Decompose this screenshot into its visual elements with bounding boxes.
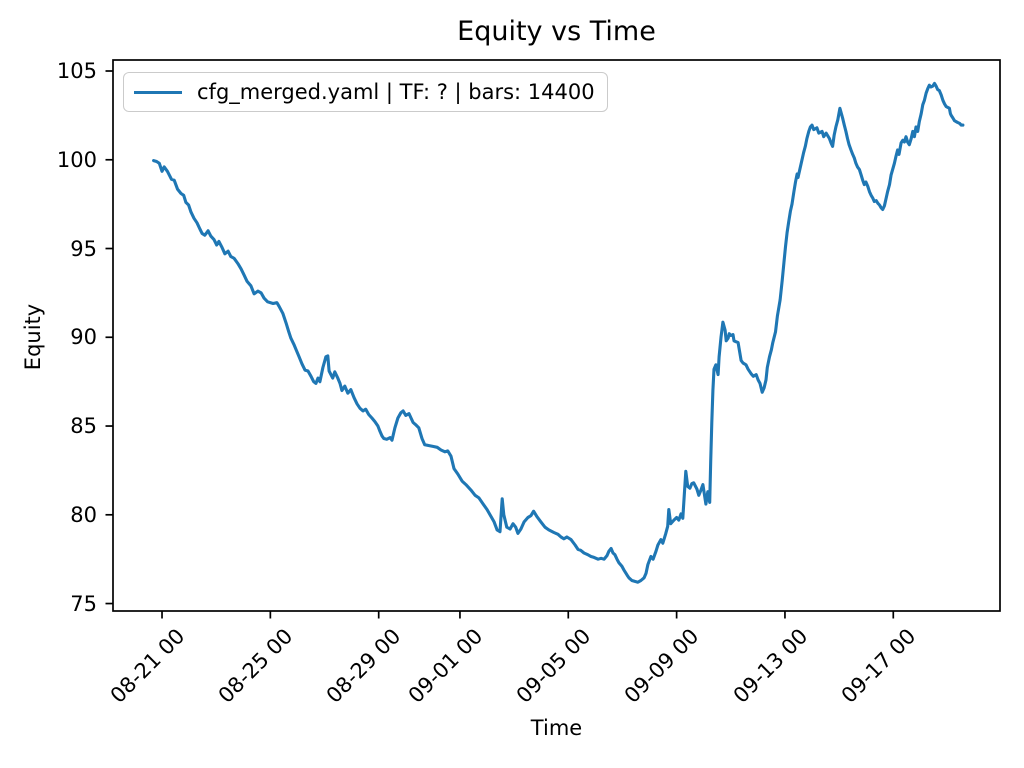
equity-line (152, 81, 965, 584)
y-tick-label: 90 (70, 325, 97, 350)
y-tick-label: 85 (70, 414, 97, 439)
legend: cfg_merged.yaml | TF: ? | bars: 14400 (123, 72, 608, 112)
y-tick-label: 100 (56, 147, 97, 172)
y-tick-label: 80 (70, 502, 97, 527)
x-axis-label: Time (530, 716, 583, 740)
y-tick-label: 95 (70, 236, 97, 261)
legend-label: cfg_merged.yaml | TF: ? | bars: 14400 (197, 80, 595, 104)
chart-title: Equity vs Time (457, 16, 656, 47)
axes-spines (112, 59, 1001, 612)
legend-line-sample-icon (134, 90, 182, 94)
y-tick-label: 105 (56, 59, 97, 83)
y-tick-label: 75 (70, 591, 97, 616)
